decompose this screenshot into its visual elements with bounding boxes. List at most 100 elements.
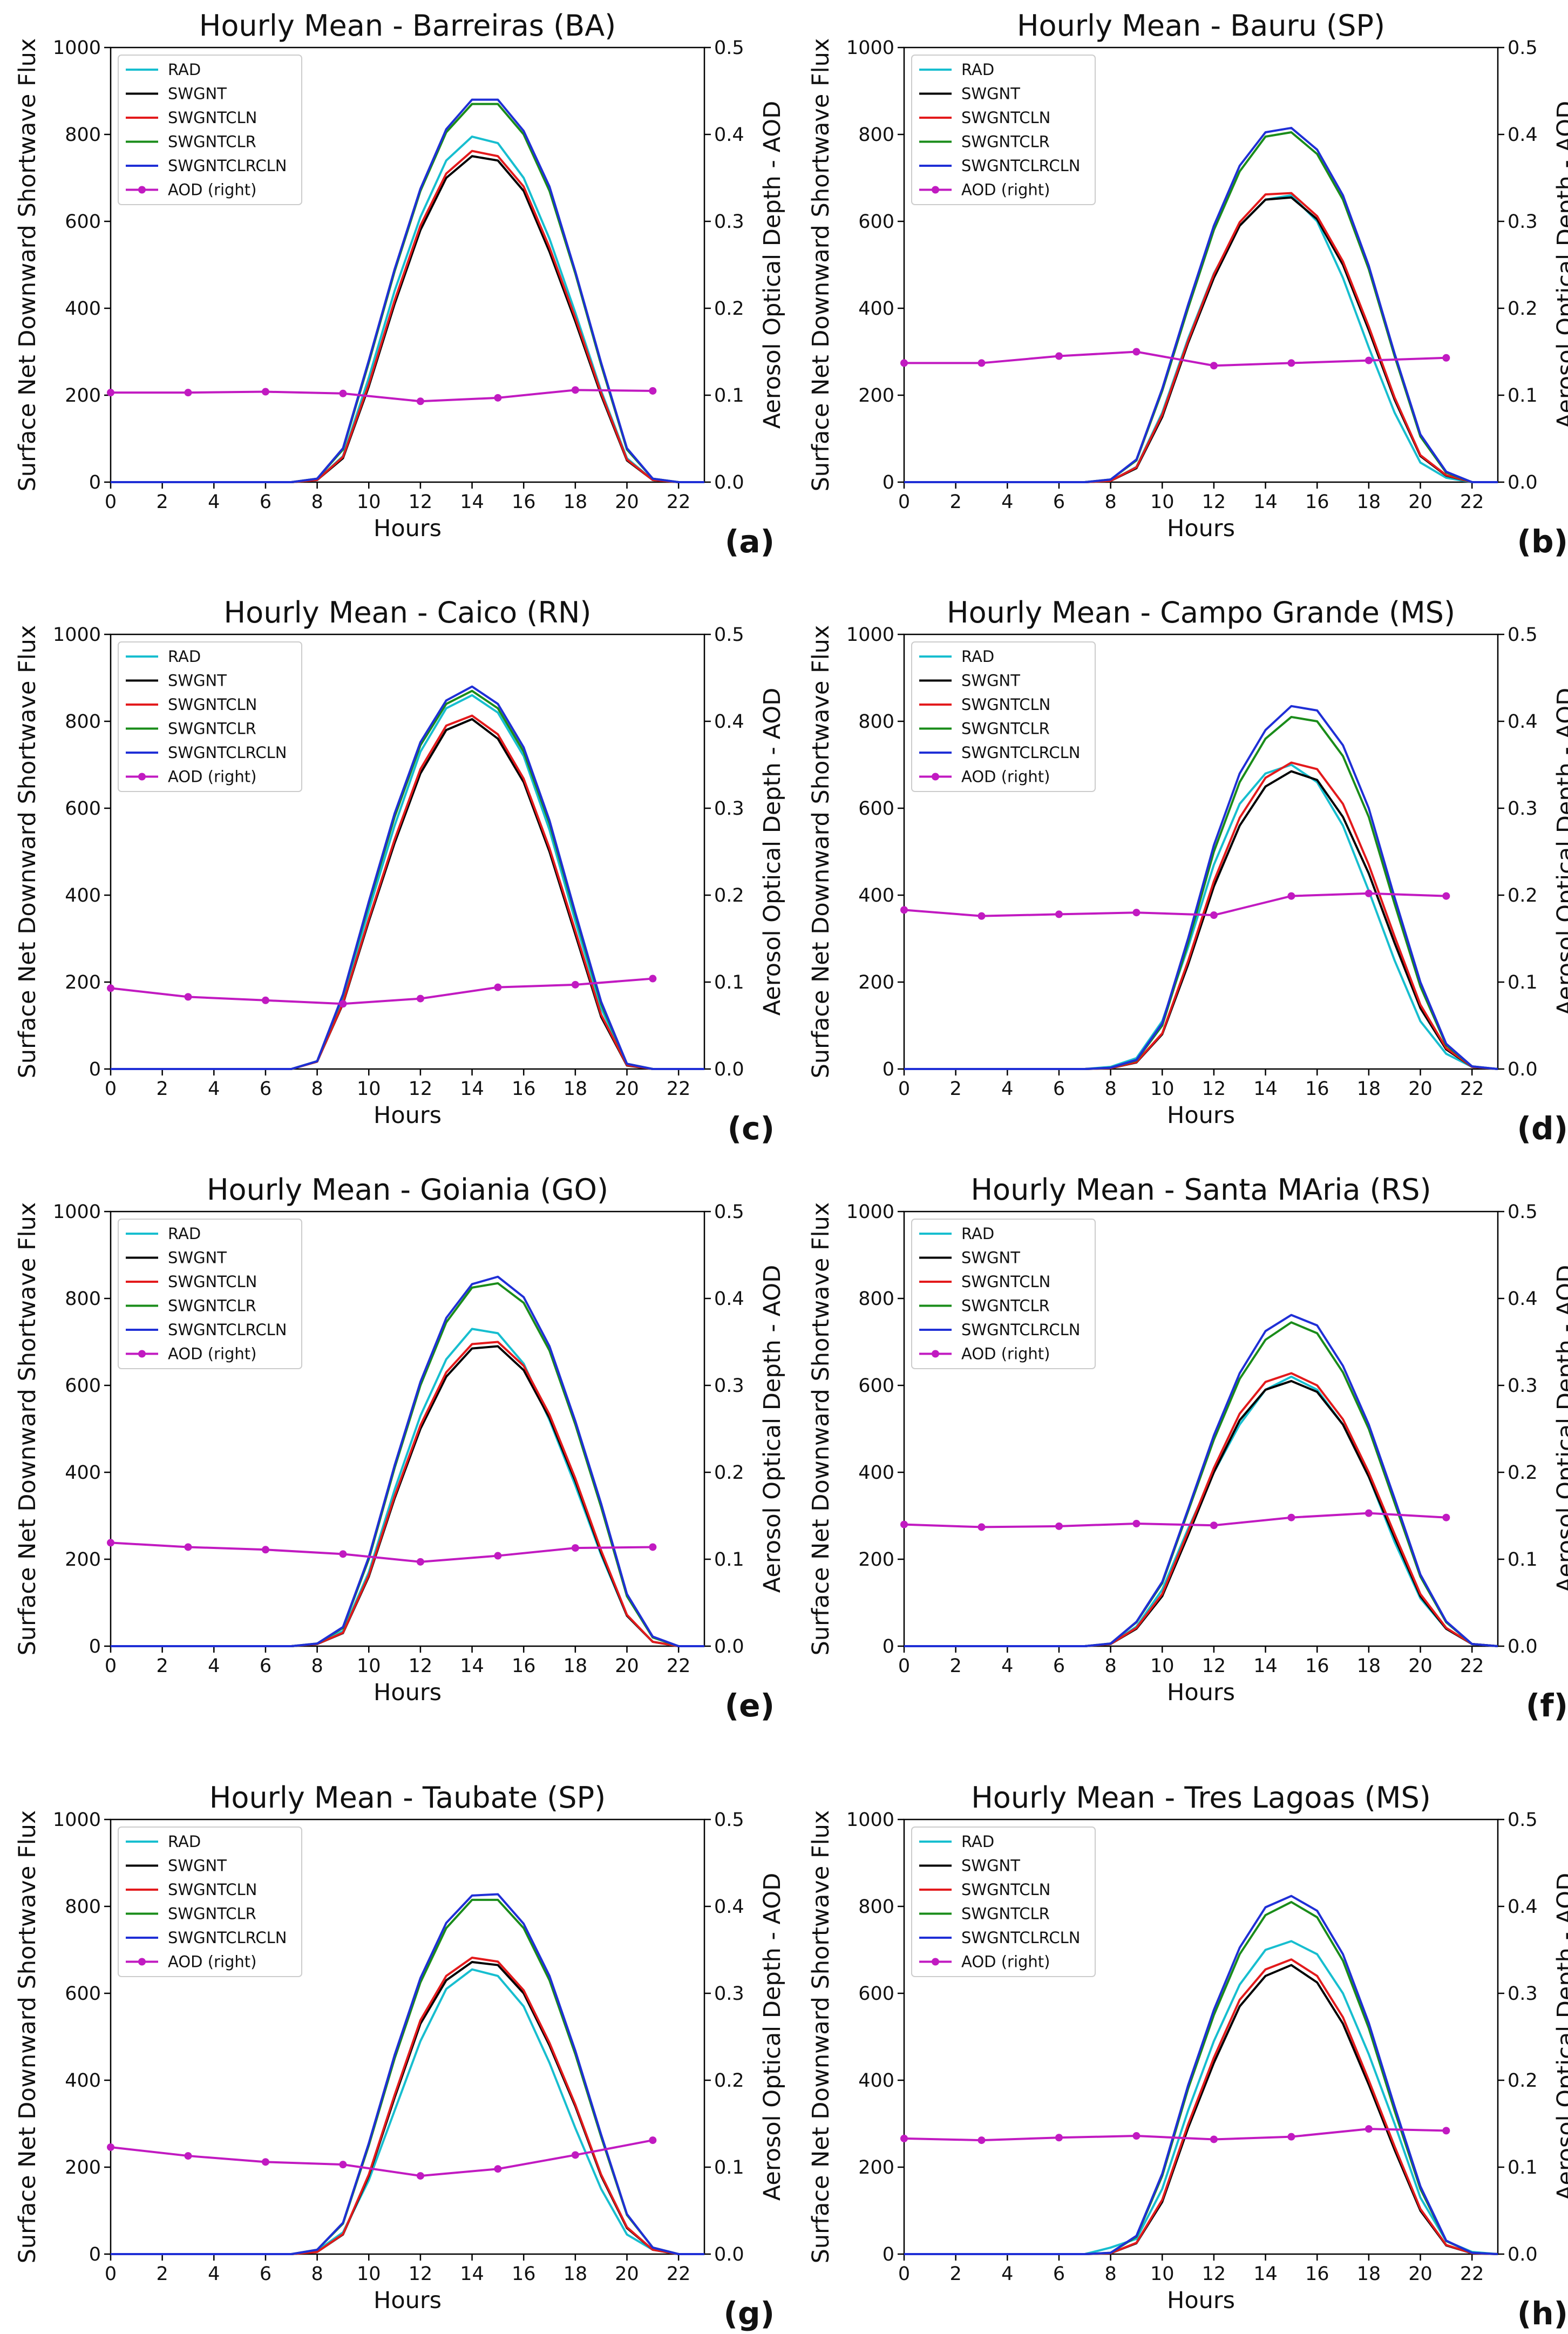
x-tick-label: 20 [1408, 491, 1433, 513]
y2-tick-label: 0.3 [714, 798, 744, 820]
legend-box [911, 55, 1096, 205]
legend-entry: RAD [168, 647, 201, 666]
x-tick-label: 16 [512, 1655, 536, 1677]
y2-axis-label: Aerosol Optical Depth - AOD [759, 101, 786, 429]
x-tick-label: 12 [409, 1078, 433, 1100]
y-tick-label: 400 [858, 298, 894, 320]
x-tick-label: 16 [512, 1078, 536, 1100]
legend-entry: SWGNTCLN [168, 1880, 257, 1899]
series-line-swgntclrcln [111, 685, 704, 1070]
legend-box [911, 1826, 1096, 1977]
y-tick-label: 800 [858, 1288, 894, 1310]
x-tick-label: 4 [1001, 1655, 1013, 1677]
y-tick-label: 200 [858, 1549, 894, 1571]
legend-marker [138, 1958, 146, 1966]
y-axis-label: Surface Net Downward Shortwave Flux [807, 1202, 834, 1656]
aod-point [261, 388, 269, 396]
y2-tick-label: 0.4 [1508, 711, 1538, 733]
plot-frame [110, 633, 705, 1070]
x-tick-label: 10 [357, 2263, 381, 2285]
x-tick-label: 16 [512, 2263, 536, 2285]
y-tick-label: 800 [858, 124, 894, 146]
plot-frame [903, 633, 1499, 1070]
x-tick-label: 2 [950, 1078, 962, 1100]
x-tick-label: 8 [1104, 1078, 1116, 1100]
panel-letter: (a) [725, 523, 775, 560]
y2-tick-label: 0.4 [714, 1896, 744, 1918]
legend-entry: SWGNTCLN [961, 109, 1050, 127]
plot-area [107, 1893, 704, 2255]
aod-point [494, 983, 502, 991]
legend-box [911, 1219, 1096, 1369]
x-tick-label: 4 [1001, 1078, 1013, 1100]
y-tick-label: 0 [89, 472, 101, 493]
x-tick-label: 22 [667, 2263, 691, 2285]
y2-tick-label: 0.0 [714, 2244, 744, 2265]
legend-entry: SWGNTCLR [961, 133, 1050, 151]
x-tick-label: 20 [615, 491, 639, 513]
x-tick-label: 14 [1253, 1078, 1278, 1100]
legend-entry: SWGNT [168, 672, 227, 690]
plot-area [107, 1275, 704, 1647]
legend: RAD SWGNT SWGNTCLN SWGNTCLR SWGNTCLRCLN AOD (… [118, 1219, 302, 1369]
y-tick-label: 1000 [53, 37, 101, 59]
y2-tick-label: 0.2 [1508, 298, 1538, 320]
aod-point [978, 1523, 986, 1531]
legend-entry: SWGNTCLR [961, 720, 1050, 738]
y2-tick-label: 0.0 [714, 1636, 744, 1658]
y-tick-label: 200 [65, 972, 101, 993]
x-tick-label: 16 [1305, 491, 1329, 513]
legend-entry: SWGNT [961, 85, 1020, 103]
aod-point [1132, 909, 1141, 917]
legend-marker [932, 1958, 939, 1966]
x-tick-label: 14 [460, 2263, 484, 2285]
aod-point [107, 1539, 114, 1547]
x-tick-label: 18 [1357, 1078, 1381, 1100]
aod-point [1442, 1513, 1450, 1521]
legend-marker [138, 186, 146, 194]
x-axis-label: Hours [1167, 515, 1235, 542]
aod-point [1055, 2134, 1063, 2142]
y-tick-label: 400 [858, 885, 894, 906]
x-tick-label: 6 [1053, 2263, 1065, 2285]
x-tick-label: 10 [1150, 1655, 1175, 1677]
y2-tick-label: 0.5 [714, 1809, 744, 1831]
plot-frame [110, 1210, 705, 1647]
y-tick-label: 800 [65, 1896, 101, 1918]
plot-area [900, 126, 1498, 483]
aod-point [1365, 2125, 1373, 2133]
y2-tick-label: 0.5 [714, 37, 744, 59]
y-tick-label: 600 [858, 1375, 894, 1397]
plot-frame [903, 46, 1499, 483]
y2-tick-label: 0.1 [714, 2157, 744, 2179]
y-tick-label: 0 [89, 2244, 101, 2265]
y-tick-label: 0 [883, 472, 894, 493]
x-tick-label: 18 [1357, 1655, 1381, 1677]
y2-tick-label: 0.1 [714, 385, 744, 407]
legend: RAD SWGNT SWGNTCLN SWGNTCLR SWGNTCLRCLN AOD (… [911, 641, 1096, 792]
legend-entry: AOD (right) [961, 1953, 1050, 1971]
x-axis-label: Hours [374, 515, 442, 542]
aod-point [1442, 2127, 1450, 2135]
y-tick-label: 1000 [846, 37, 894, 59]
y2-tick-label: 0.3 [714, 1983, 744, 2005]
y-tick-label: 1000 [53, 1809, 101, 1831]
x-tick-label: 18 [564, 1078, 588, 1100]
legend-entry: SWGNTCLN [961, 1880, 1050, 1899]
y2-tick-label: 0.1 [1508, 1549, 1538, 1571]
x-tick-label: 14 [460, 491, 484, 513]
x-tick-label: 10 [1150, 491, 1175, 513]
y-axis-label: Surface Net Downward Shortwave Flux [807, 38, 834, 492]
chart-title: Hourly Mean - Santa MAria (RS) [970, 1173, 1431, 1207]
aod-point [494, 394, 502, 402]
series-line-swgntclrcln [111, 1275, 704, 1647]
chart-panel-1: Hourly Mean - Barreiras (BA)020040060080… [14, 9, 786, 560]
legend-entry: SWGNTCLRCLN [168, 1929, 287, 1947]
y-tick-label: 1000 [846, 1809, 894, 1831]
x-tick-label: 0 [105, 2263, 117, 2285]
x-tick-label: 0 [898, 491, 910, 513]
plot-frame [110, 46, 705, 483]
x-tick-label: 2 [950, 2263, 962, 2285]
aod-point [649, 975, 657, 983]
legend: RAD SWGNT SWGNTCLN SWGNTCLR SWGNTCLRCLN AOD (… [911, 1219, 1096, 1369]
